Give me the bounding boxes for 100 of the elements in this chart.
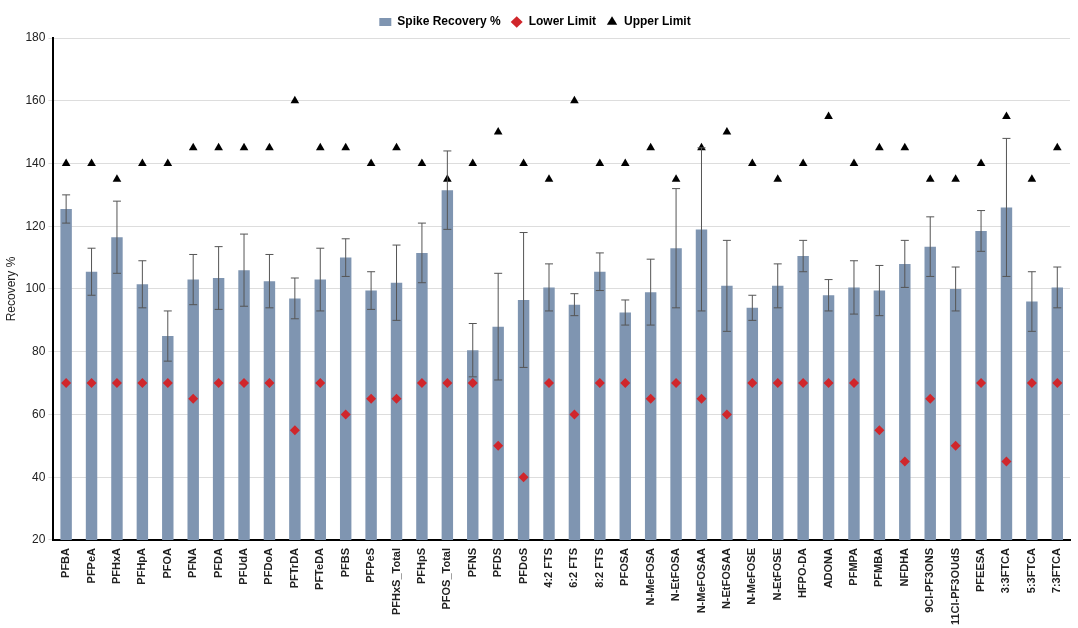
point (163, 158, 173, 166)
point (391, 393, 402, 404)
point (61, 378, 72, 389)
point (620, 158, 630, 166)
point (137, 378, 148, 389)
point (162, 378, 173, 389)
point (544, 174, 554, 182)
point (112, 174, 122, 182)
x-tick-label: 5:3FTCA (1024, 547, 1037, 594)
point (239, 142, 249, 151)
x-tick-label: PFTrDA (287, 547, 300, 589)
point (265, 142, 274, 151)
point (519, 158, 528, 166)
point (1052, 142, 1062, 151)
legend-label: Upper Limit (624, 14, 691, 29)
point (721, 409, 732, 420)
x-tick-label: N-EtFOSE (770, 547, 783, 601)
point (1027, 174, 1037, 182)
point (773, 174, 783, 182)
point (214, 142, 223, 151)
point (315, 142, 325, 151)
point (848, 378, 859, 389)
point (798, 378, 809, 389)
point (493, 127, 503, 135)
y-tick-label: 120 (25, 218, 46, 233)
y-tick-label: 40 (32, 469, 46, 484)
x-tick-label: PFHpA (135, 547, 148, 585)
x-tick-label: NFDHA (897, 547, 910, 587)
point (849, 158, 859, 166)
x-tick-label: PFMBA (872, 547, 885, 588)
point (570, 95, 579, 104)
point (518, 472, 529, 483)
x-tick-label: N-MeFOSAA (694, 547, 707, 614)
point (493, 440, 504, 451)
point (1002, 111, 1011, 119)
point (976, 378, 987, 389)
x-tick-label: N-MeFOSE (745, 547, 758, 605)
x-tick-label: 7:3FTCA (1050, 547, 1063, 594)
point (544, 378, 554, 389)
point (366, 393, 377, 404)
x-tick-label: HFPO-DA (796, 547, 809, 599)
point (417, 158, 427, 166)
x-tick-label: PFOS_Total (440, 547, 453, 610)
point (366, 158, 376, 166)
point (86, 378, 97, 389)
point (722, 127, 732, 135)
x-tick-label: PFUdA (237, 547, 250, 585)
point (188, 142, 198, 151)
x-tick-label: PFMPA (847, 547, 860, 586)
x-tick-label: N-EtFOSA (669, 547, 682, 602)
point (213, 378, 224, 389)
x-tick-label: PFHxS_Total (389, 547, 402, 616)
x-tick-label: N-MeFOSA (643, 547, 656, 606)
point (188, 393, 199, 404)
x-tick-label: PFDA (211, 547, 224, 578)
x-tick-label: PFOSA (618, 547, 631, 586)
point (442, 378, 453, 389)
point (900, 142, 910, 151)
point (925, 174, 935, 182)
point (594, 378, 605, 389)
point (468, 158, 478, 166)
point (798, 158, 808, 166)
y-tick-label: 140 (25, 155, 46, 170)
x-tick-label: PFDS (491, 547, 504, 578)
point (595, 158, 605, 166)
point (569, 409, 580, 420)
x-tick-label: PFBS (338, 547, 351, 578)
point (1052, 378, 1063, 389)
x-tick-label: PFOA (160, 547, 173, 579)
point (747, 378, 758, 389)
point (671, 174, 681, 182)
point (951, 174, 960, 182)
x-tick-label: N-EtFOSAA (719, 547, 732, 610)
x-tick-label: PFNA (186, 547, 199, 578)
y-tick-label: 180 (25, 30, 46, 45)
x-tick-label: 11Cl-PF3OUdS (948, 547, 961, 626)
point (772, 378, 783, 389)
point (747, 158, 757, 166)
point (1001, 456, 1012, 467)
point (1026, 378, 1037, 389)
x-tick-label: ADONA (821, 547, 834, 589)
point (87, 158, 96, 166)
point (620, 378, 631, 389)
point (824, 111, 833, 119)
y-tick-label: 100 (25, 281, 46, 296)
point (392, 142, 401, 151)
point (111, 378, 122, 389)
y-tick-label: 160 (25, 93, 46, 108)
point (416, 378, 427, 389)
y-tick-label: 80 (32, 344, 46, 359)
point (671, 378, 682, 389)
point (925, 393, 936, 404)
point (467, 378, 478, 389)
point (264, 378, 275, 389)
y-axis-title: Recovery % (3, 256, 18, 322)
x-tick-label: PFPeA (84, 547, 97, 584)
x-tick-label: 6:2 FTS (567, 547, 580, 588)
point (874, 425, 885, 436)
x-tick-label: PFNS (465, 547, 478, 578)
legend-label: Spike Recovery % (397, 14, 502, 29)
